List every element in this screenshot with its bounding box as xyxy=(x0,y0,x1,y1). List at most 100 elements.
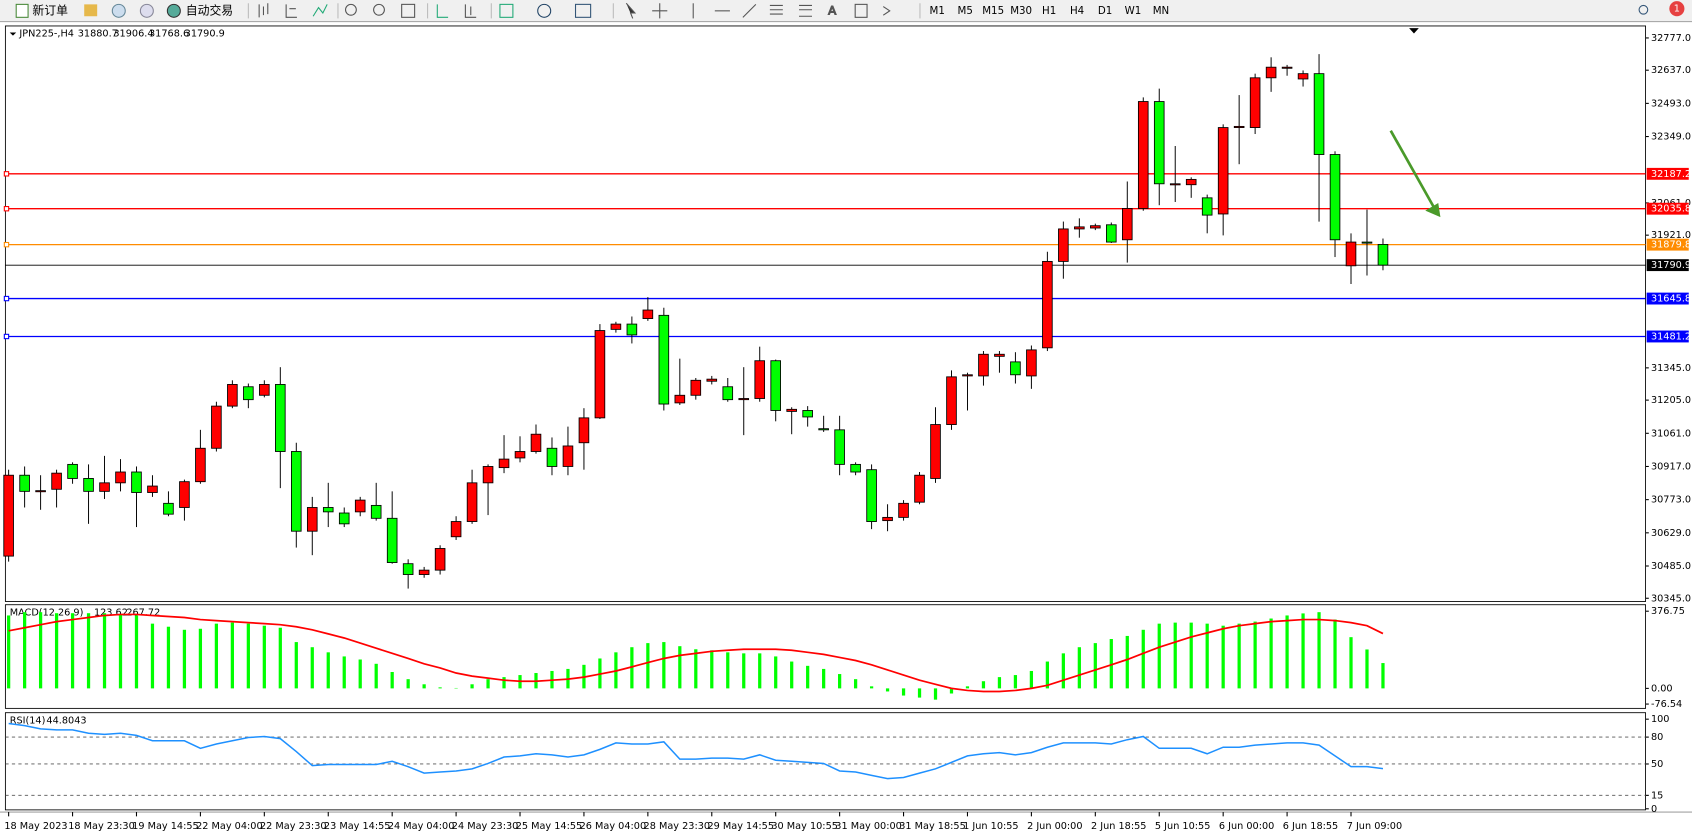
timeframe-button[interactable]: M15 xyxy=(982,5,1004,17)
candle-body xyxy=(1026,349,1037,377)
macd-bar xyxy=(1221,625,1225,689)
icon[interactable] xyxy=(401,3,416,18)
timeframe-button[interactable]: W1 xyxy=(1125,5,1142,17)
icon[interactable] xyxy=(139,3,154,18)
y-tick-label: 31921.0 xyxy=(1651,230,1691,241)
rsi-frame xyxy=(4,712,1647,811)
macd-bar xyxy=(1253,621,1257,689)
level-tag xyxy=(1646,202,1689,215)
ohlc-value: 31768.6 xyxy=(149,29,189,40)
macd-bar xyxy=(1381,663,1385,689)
x-tick-label: 31 May 18:55 xyxy=(899,821,966,832)
candle-body xyxy=(322,507,334,513)
icon[interactable] xyxy=(799,4,812,17)
macd-bar xyxy=(646,643,650,689)
x-tick-label: 7 Jun 09:00 xyxy=(1347,821,1402,832)
timeframe-button[interactable]: MN xyxy=(1153,5,1170,17)
symbol-label: JPN225-,H4 xyxy=(18,29,74,40)
icon[interactable] xyxy=(312,4,328,17)
candle-body xyxy=(131,471,142,493)
macd-bar xyxy=(310,647,314,689)
icon[interactable] xyxy=(574,3,592,18)
macd-frame xyxy=(4,604,1647,709)
candle-body xyxy=(722,386,734,401)
timeframe-button[interactable]: M1 xyxy=(930,5,945,17)
x-tick-label: 6 Jun 18:55 xyxy=(1283,821,1338,832)
icon[interactable] xyxy=(652,3,668,19)
candle-body xyxy=(482,466,494,484)
macd-bar xyxy=(1269,618,1273,689)
icon xyxy=(166,3,181,18)
icon xyxy=(15,3,29,18)
macd-bar xyxy=(662,642,666,689)
notification-badge[interactable]: 1 xyxy=(1669,1,1685,17)
candle-body xyxy=(978,353,989,377)
timeframe-button[interactable]: H1 xyxy=(1042,5,1056,17)
icon[interactable] xyxy=(742,3,757,18)
candle-body xyxy=(275,384,286,452)
candle-body xyxy=(1121,208,1133,241)
icon[interactable] xyxy=(769,4,783,15)
y-tick-label: 0.00 xyxy=(1651,683,1673,694)
y-tick-label: -76.54 xyxy=(1651,699,1682,710)
frames xyxy=(0,25,1692,813)
candle-body xyxy=(578,417,590,444)
macd-bar xyxy=(1141,629,1145,689)
icon[interactable] xyxy=(285,4,297,18)
x-tick-label: 24 May 04:00 xyxy=(388,821,455,832)
candle-body xyxy=(1281,66,1293,69)
candle-body xyxy=(290,451,302,532)
search-icon[interactable] xyxy=(1638,4,1649,15)
shift-marker xyxy=(1409,28,1419,34)
icon[interactable] xyxy=(464,4,477,18)
candle-body xyxy=(259,384,270,396)
macd-bar xyxy=(838,674,842,689)
icon[interactable] xyxy=(854,3,868,18)
icon[interactable] xyxy=(436,4,449,18)
candle-body xyxy=(67,463,78,479)
icon[interactable] xyxy=(258,3,269,18)
candle-body xyxy=(1058,228,1069,262)
icon[interactable] xyxy=(84,4,98,17)
menu-triangle[interactable] xyxy=(9,32,17,36)
macd-bar xyxy=(885,688,890,692)
timeframe-button[interactable]: M5 xyxy=(958,5,973,17)
macd-bar xyxy=(774,656,778,689)
icon[interactable] xyxy=(373,3,385,16)
macd-bar xyxy=(997,677,1002,689)
timeframe-button[interactable]: H4 xyxy=(1070,5,1084,17)
timeframe-button[interactable]: M30 xyxy=(1010,5,1032,17)
candle-body xyxy=(163,502,174,515)
candle-body xyxy=(3,474,14,557)
macd-bar xyxy=(1301,613,1305,689)
icon[interactable] xyxy=(499,3,514,18)
x-tick-label: 6 Jun 00:00 xyxy=(1219,821,1274,832)
timeframe-button[interactable]: D1 xyxy=(1098,5,1112,17)
macd-bar xyxy=(422,684,426,689)
candle-body xyxy=(1106,224,1117,243)
icon[interactable] xyxy=(111,3,126,18)
candle-body xyxy=(1233,125,1245,128)
icon[interactable] xyxy=(344,3,357,16)
new-order-button[interactable]: 新订单 xyxy=(15,3,68,18)
macd-bar xyxy=(1365,649,1369,689)
macd-bar xyxy=(822,668,826,689)
y-tick-label: 50 xyxy=(1651,759,1663,770)
indicator-title: MACD(12,26,9) xyxy=(10,607,84,618)
candle-body xyxy=(354,499,366,513)
x-tick-label: 18 May 23:30 xyxy=(68,821,135,832)
icon[interactable] xyxy=(882,6,891,16)
icon[interactable] xyxy=(537,3,552,18)
icon[interactable] xyxy=(625,2,637,19)
y-tick-label: 0 xyxy=(1651,804,1657,815)
arrow-shaft xyxy=(1389,130,1436,209)
macd-bar xyxy=(150,623,155,689)
auto-trade-button[interactable]: 自动交易 xyxy=(166,3,233,18)
x-tick-label: 1 Jun 10:55 xyxy=(963,821,1018,832)
candle-body xyxy=(802,410,813,418)
candle-body xyxy=(1377,244,1389,266)
x-tick-label: 19 May 14:55 xyxy=(132,821,199,832)
macd-bar xyxy=(1237,623,1241,689)
icon[interactable]: A xyxy=(828,3,838,18)
